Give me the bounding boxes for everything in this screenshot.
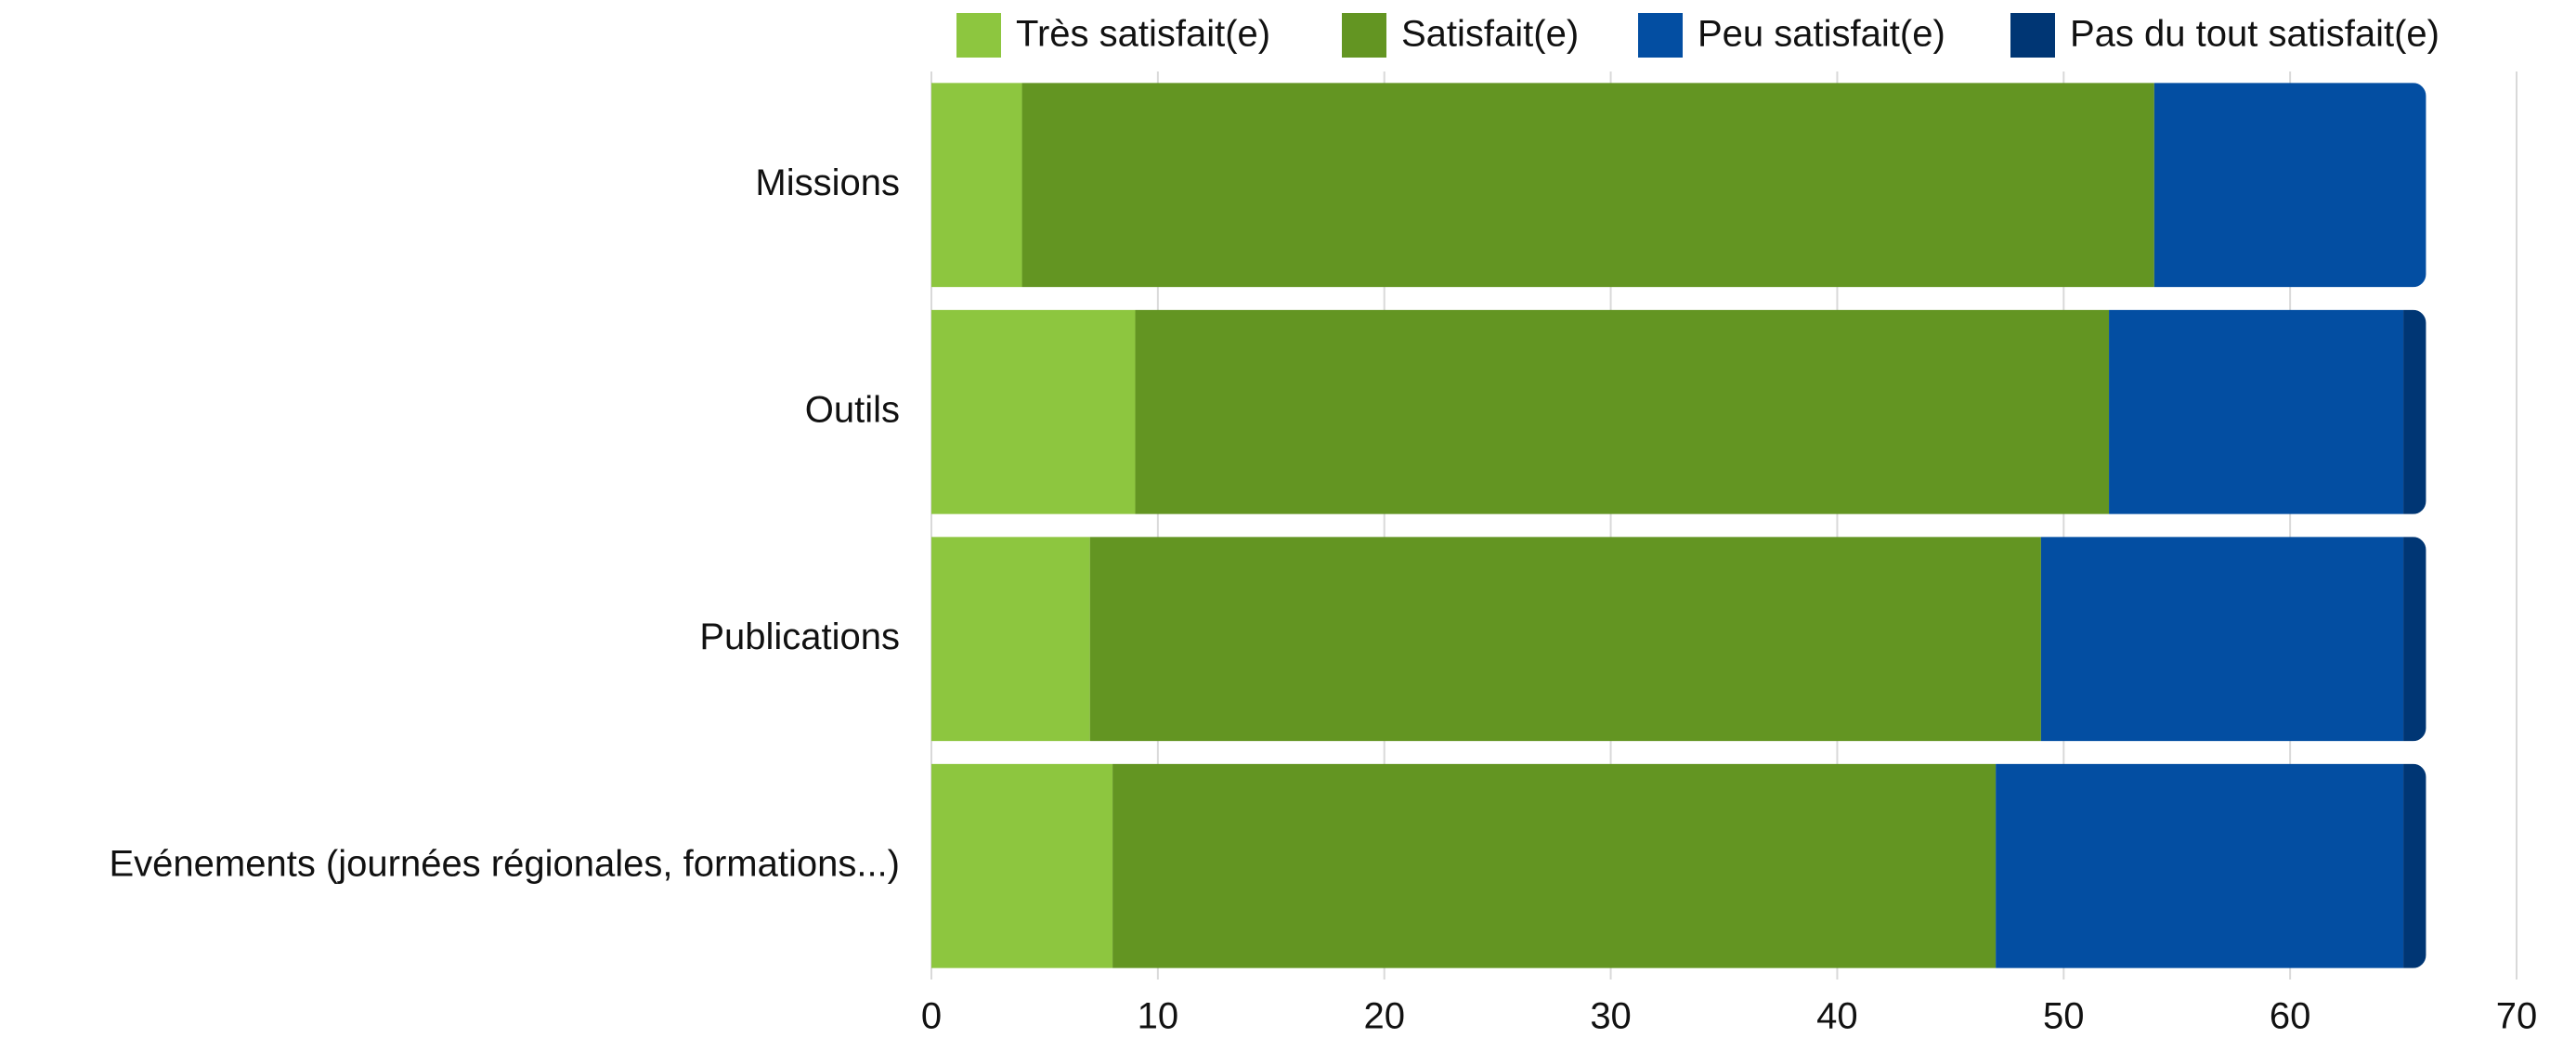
- x-tick-label: 10: [1138, 996, 1179, 1037]
- legend-label: Peu satisfait(e): [1698, 14, 1945, 55]
- bar-segment: [931, 763, 1113, 968]
- bar-group: [931, 763, 2426, 968]
- x-tick-label: 20: [1363, 996, 1405, 1037]
- legend-swatch: [1342, 13, 1386, 58]
- bar-segment: [931, 83, 1022, 288]
- y-tick-label: Missions: [755, 162, 900, 203]
- legend-swatch: [956, 13, 1001, 58]
- bar-segment: [1089, 537, 2041, 742]
- bar-segment: [1021, 83, 2154, 288]
- legend-label: Satisfait(e): [1401, 14, 1579, 55]
- x-tick-label: 60: [2270, 996, 2311, 1037]
- bar-segment: [2403, 763, 2426, 968]
- bar-segment: [1996, 763, 2404, 968]
- bar-group: [931, 537, 2426, 742]
- bar-segment: [2403, 537, 2426, 742]
- y-tick-label: Evénements (journées régionales, formati…: [109, 843, 900, 884]
- bar-group: [931, 309, 2426, 514]
- bar-segment: [931, 309, 1136, 514]
- bar-segment: [2153, 83, 2426, 288]
- legend-label: Pas du tout satisfait(e): [2070, 14, 2439, 55]
- bar-segment: [1112, 763, 1997, 968]
- bar-segment: [2040, 537, 2404, 742]
- legend-swatch: [1638, 13, 1683, 58]
- legend-swatch: [2010, 13, 2055, 58]
- y-tick-label: Publications: [699, 616, 900, 657]
- x-tick-label: 0: [921, 996, 942, 1037]
- legend-label: Très satisfait(e): [1016, 14, 1270, 55]
- bar-segment: [2403, 309, 2426, 514]
- bar-segment: [1135, 309, 2110, 514]
- bar-segment: [931, 537, 1090, 742]
- x-tick-label: 40: [1816, 996, 1858, 1037]
- x-tick-label: 30: [1590, 996, 1632, 1037]
- x-tick-label: 50: [2043, 996, 2085, 1037]
- bar-segment: [2109, 309, 2404, 514]
- x-tick-label: 70: [2496, 996, 2538, 1037]
- y-tick-label: Outils: [805, 389, 900, 430]
- bar-group: [931, 83, 2426, 288]
